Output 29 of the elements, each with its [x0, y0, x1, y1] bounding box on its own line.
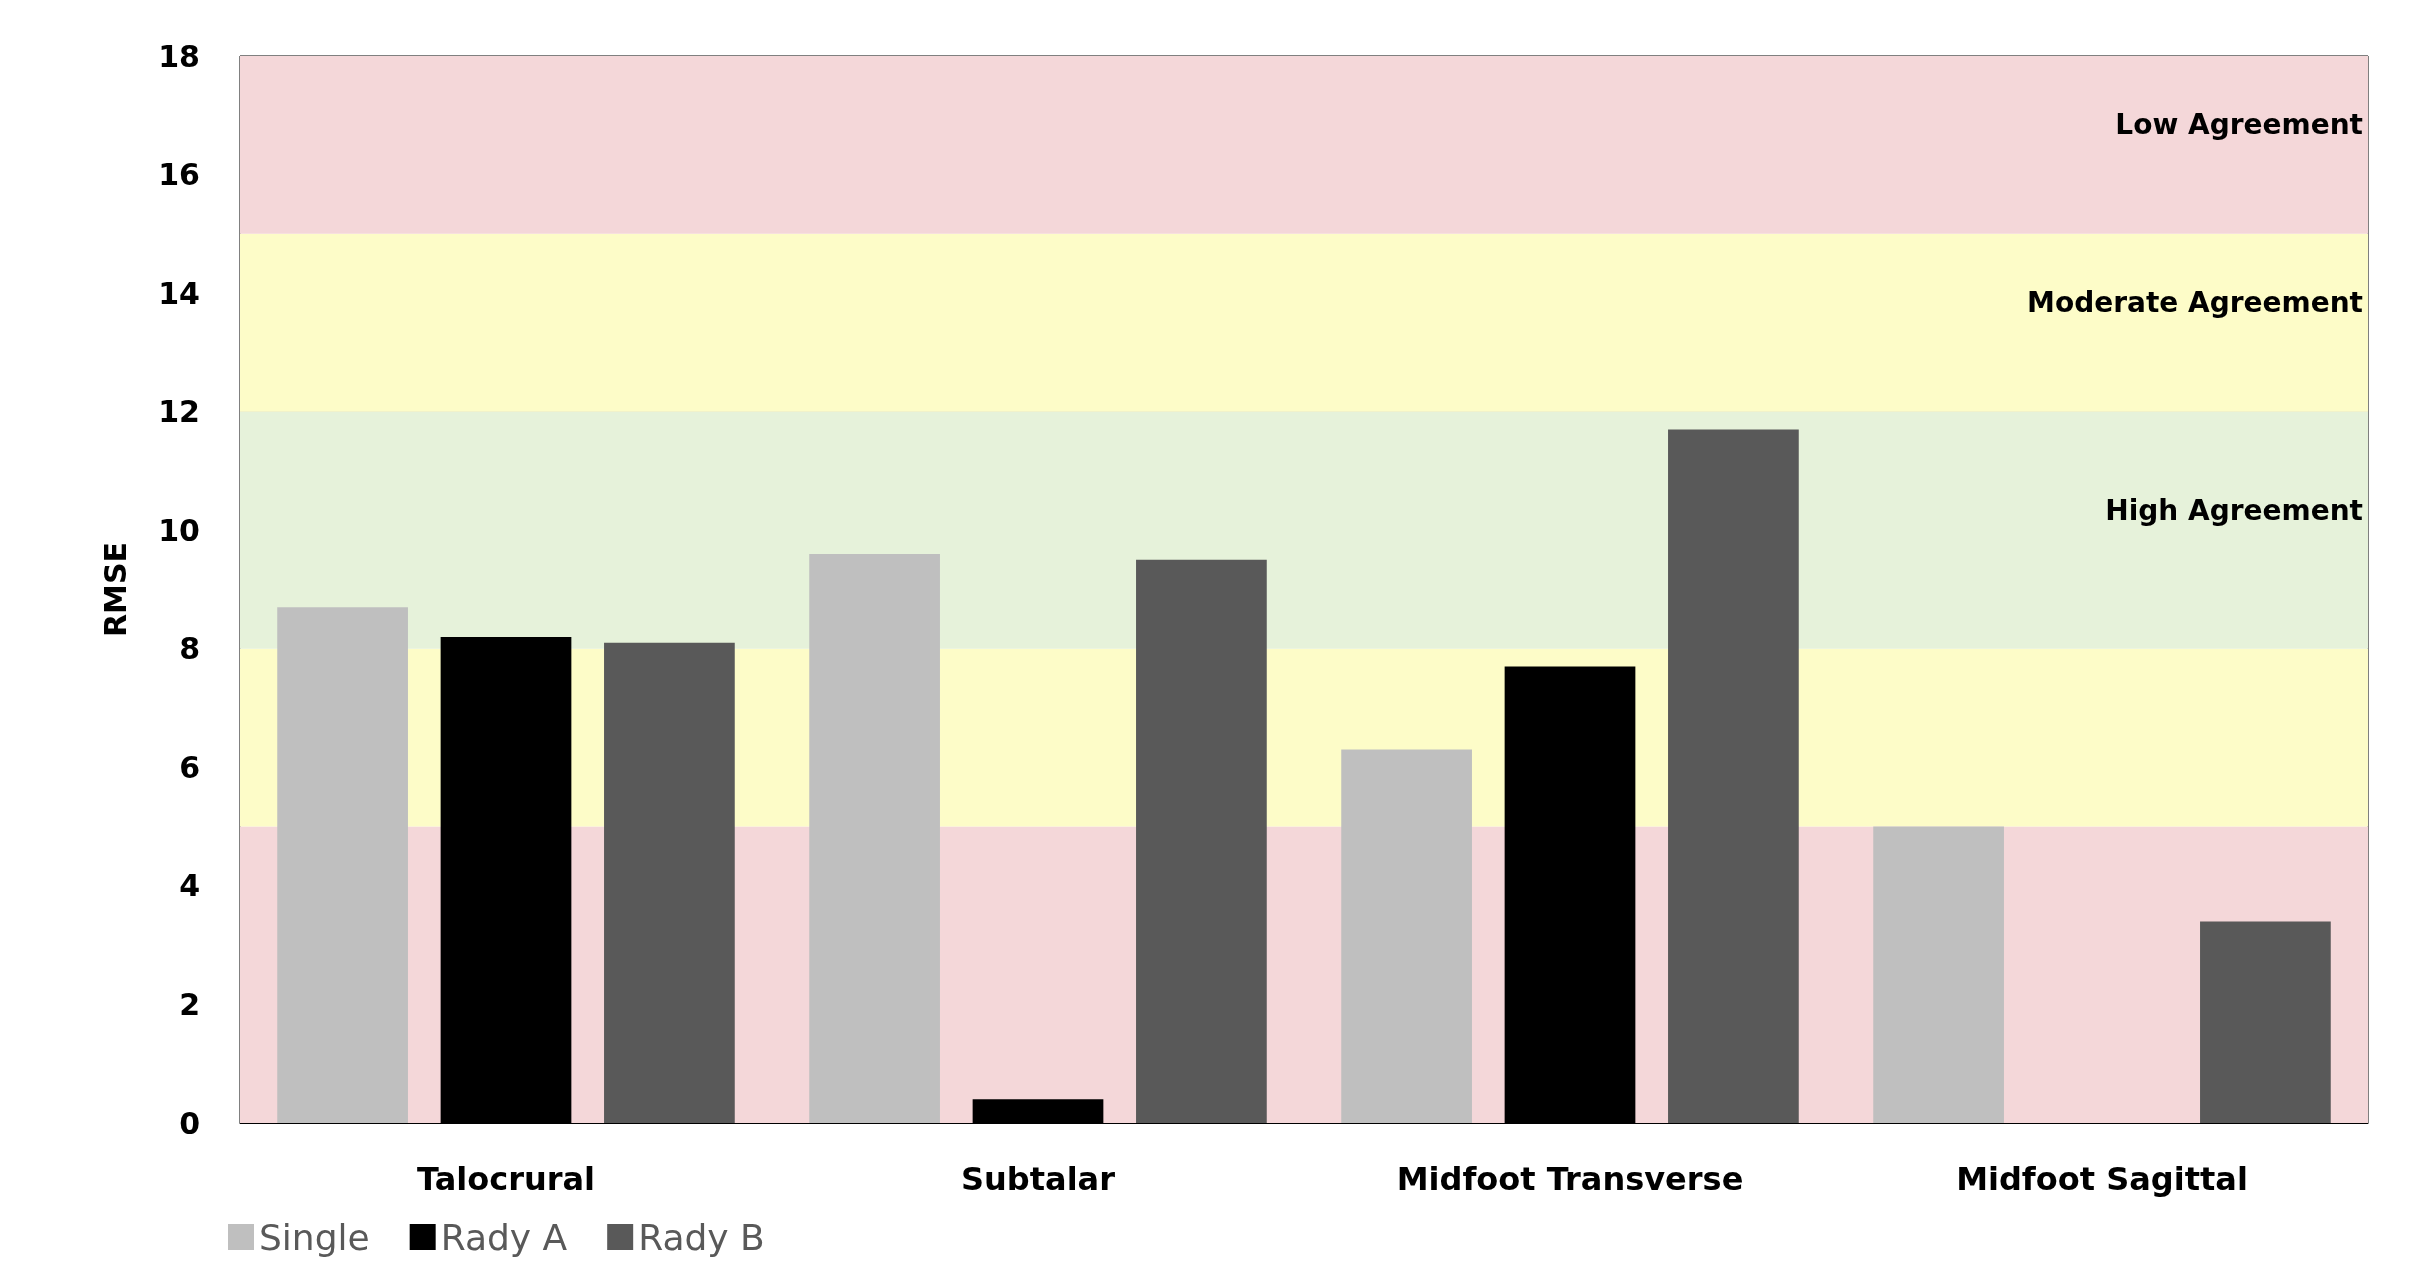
y-tick-label: 14: [158, 275, 200, 311]
y-tick-label: 4: [179, 868, 200, 904]
legend-label: Rady A: [440, 1216, 568, 1258]
bar: [277, 607, 408, 1123]
bar: [809, 553, 940, 1123]
bar: [604, 642, 735, 1123]
y-tick-label: 10: [158, 512, 200, 548]
bar: [1341, 749, 1472, 1123]
y-tick-label: 12: [158, 394, 200, 430]
x-tick-label: Midfoot Sagittal: [1956, 1160, 2248, 1198]
y-axis-title: RMSE: [97, 541, 133, 638]
x-tick-label: Talocrural: [416, 1160, 596, 1198]
y-tick-label: 18: [158, 38, 200, 74]
x-tick-label: Midfoot Transverse: [1396, 1160, 1744, 1198]
legend-label: Single: [259, 1216, 370, 1258]
bar: [1136, 559, 1267, 1123]
bar: [1668, 429, 1799, 1123]
y-tick-label: 8: [179, 631, 200, 667]
y-tick-label: 2: [179, 986, 200, 1022]
x-tick-label: Subtalar: [961, 1160, 1116, 1198]
y-tick-label: 16: [158, 157, 200, 193]
y-tick-label: 0: [179, 1105, 200, 1141]
y-tick-label: 6: [179, 749, 200, 785]
band-label: High Agreement: [2105, 493, 2363, 527]
bar: [2200, 921, 2331, 1123]
band-label: Moderate Agreement: [2027, 286, 2363, 320]
legend-label: Rady B: [638, 1216, 765, 1258]
bar: [1873, 826, 2004, 1123]
band-label: Low Agreement: [2115, 108, 2363, 142]
